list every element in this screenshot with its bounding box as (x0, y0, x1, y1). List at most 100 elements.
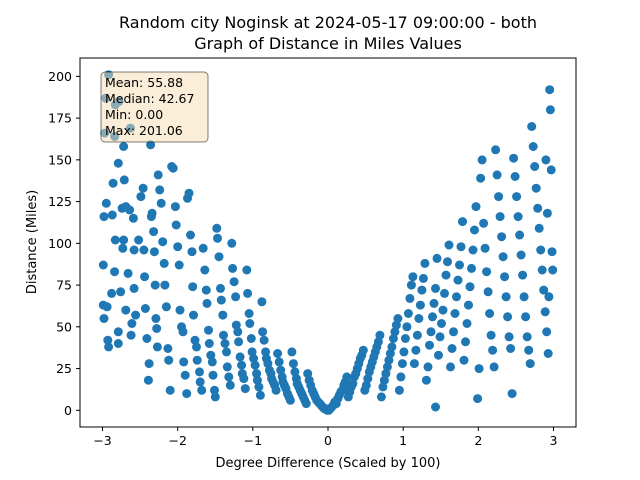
y-tick-label: 25 (56, 361, 72, 376)
data-point (214, 252, 224, 262)
data-point (271, 385, 281, 395)
data-point (261, 347, 271, 357)
data-point (206, 350, 216, 360)
data-point (224, 372, 234, 382)
data-point (249, 354, 259, 363)
data-point (129, 245, 139, 255)
data-point (102, 302, 112, 312)
data-point (467, 263, 476, 273)
data-point (468, 245, 478, 255)
x-tick-label: 1 (399, 433, 407, 448)
data-point (540, 307, 550, 317)
data-point (426, 327, 436, 337)
data-point (202, 298, 212, 308)
stats-box: Mean: 55.88 Median: 42.67 Min: 0.00 Max:… (100, 71, 209, 143)
x-tick-label: −1 (244, 433, 262, 448)
data-point (258, 327, 268, 337)
data-point (435, 332, 445, 342)
data-point (179, 357, 189, 367)
data-point (446, 362, 455, 372)
stat-mean: Mean: 55.88 (105, 75, 183, 90)
x-tick-label: 0 (324, 433, 332, 448)
data-point (129, 283, 139, 293)
data-point (444, 240, 454, 250)
data-point (394, 385, 404, 395)
data-point (121, 305, 131, 315)
data-point (486, 330, 496, 340)
data-point (187, 247, 197, 257)
data-point (477, 155, 487, 165)
data-point (233, 327, 243, 337)
data-point (250, 360, 260, 370)
data-point (164, 355, 174, 365)
data-point (498, 252, 508, 262)
data-point (210, 385, 219, 395)
data-point (239, 374, 249, 384)
data-point (515, 230, 525, 240)
data-point (411, 345, 421, 355)
data-point (149, 247, 159, 257)
data-point (358, 345, 368, 355)
data-point (425, 340, 434, 350)
data-point (476, 173, 486, 183)
data-point (195, 377, 205, 387)
data-point (393, 314, 403, 323)
data-point (198, 243, 208, 253)
data-point (516, 250, 526, 260)
data-point (402, 322, 412, 332)
data-point (192, 342, 201, 352)
data-point (522, 332, 532, 342)
x-tick-label: −2 (168, 433, 186, 448)
data-point (480, 243, 490, 253)
data-point (142, 334, 152, 343)
data-point (491, 145, 501, 155)
data-point (229, 277, 239, 287)
data-point (192, 355, 202, 365)
y-tick-label: 50 (56, 319, 72, 334)
data-point (138, 183, 148, 193)
data-point (418, 273, 428, 283)
data-point (492, 170, 502, 180)
x-axis-ticks: −3 −2 −1 0 1 2 3 (93, 427, 557, 448)
data-point (495, 212, 505, 222)
data-point (537, 265, 547, 275)
data-point (113, 158, 123, 168)
data-point (432, 253, 442, 263)
data-point (104, 342, 114, 352)
data-point (525, 359, 535, 369)
data-point (175, 305, 185, 315)
data-point (494, 192, 504, 202)
data-point (126, 330, 136, 340)
data-point (127, 319, 137, 328)
y-axis-ticks: 0 25 50 75 100 125 150 175 200 (48, 69, 80, 418)
data-point (500, 272, 510, 282)
stat-min: Min: 0.00 (105, 107, 163, 122)
scatter-points (98, 70, 558, 415)
data-point (396, 372, 406, 382)
data-point (375, 330, 385, 340)
data-point (153, 170, 163, 180)
data-point (545, 85, 555, 95)
data-point (235, 352, 245, 362)
data-point (244, 309, 254, 318)
data-point (246, 334, 256, 343)
data-point (150, 280, 160, 290)
data-point (242, 265, 252, 275)
data-point (390, 327, 400, 337)
data-point (134, 235, 144, 245)
data-point (503, 312, 513, 322)
data-point (197, 385, 207, 395)
data-point (531, 183, 541, 193)
data-point (174, 260, 184, 270)
data-point (208, 370, 218, 380)
data-point (190, 335, 200, 345)
data-point (479, 218, 489, 228)
data-point (118, 243, 128, 253)
data-point (98, 260, 108, 270)
data-point (158, 237, 168, 247)
data-point (547, 247, 557, 257)
data-point (301, 399, 311, 409)
data-point (274, 357, 284, 367)
data-point (506, 344, 516, 353)
data-point (290, 367, 300, 377)
